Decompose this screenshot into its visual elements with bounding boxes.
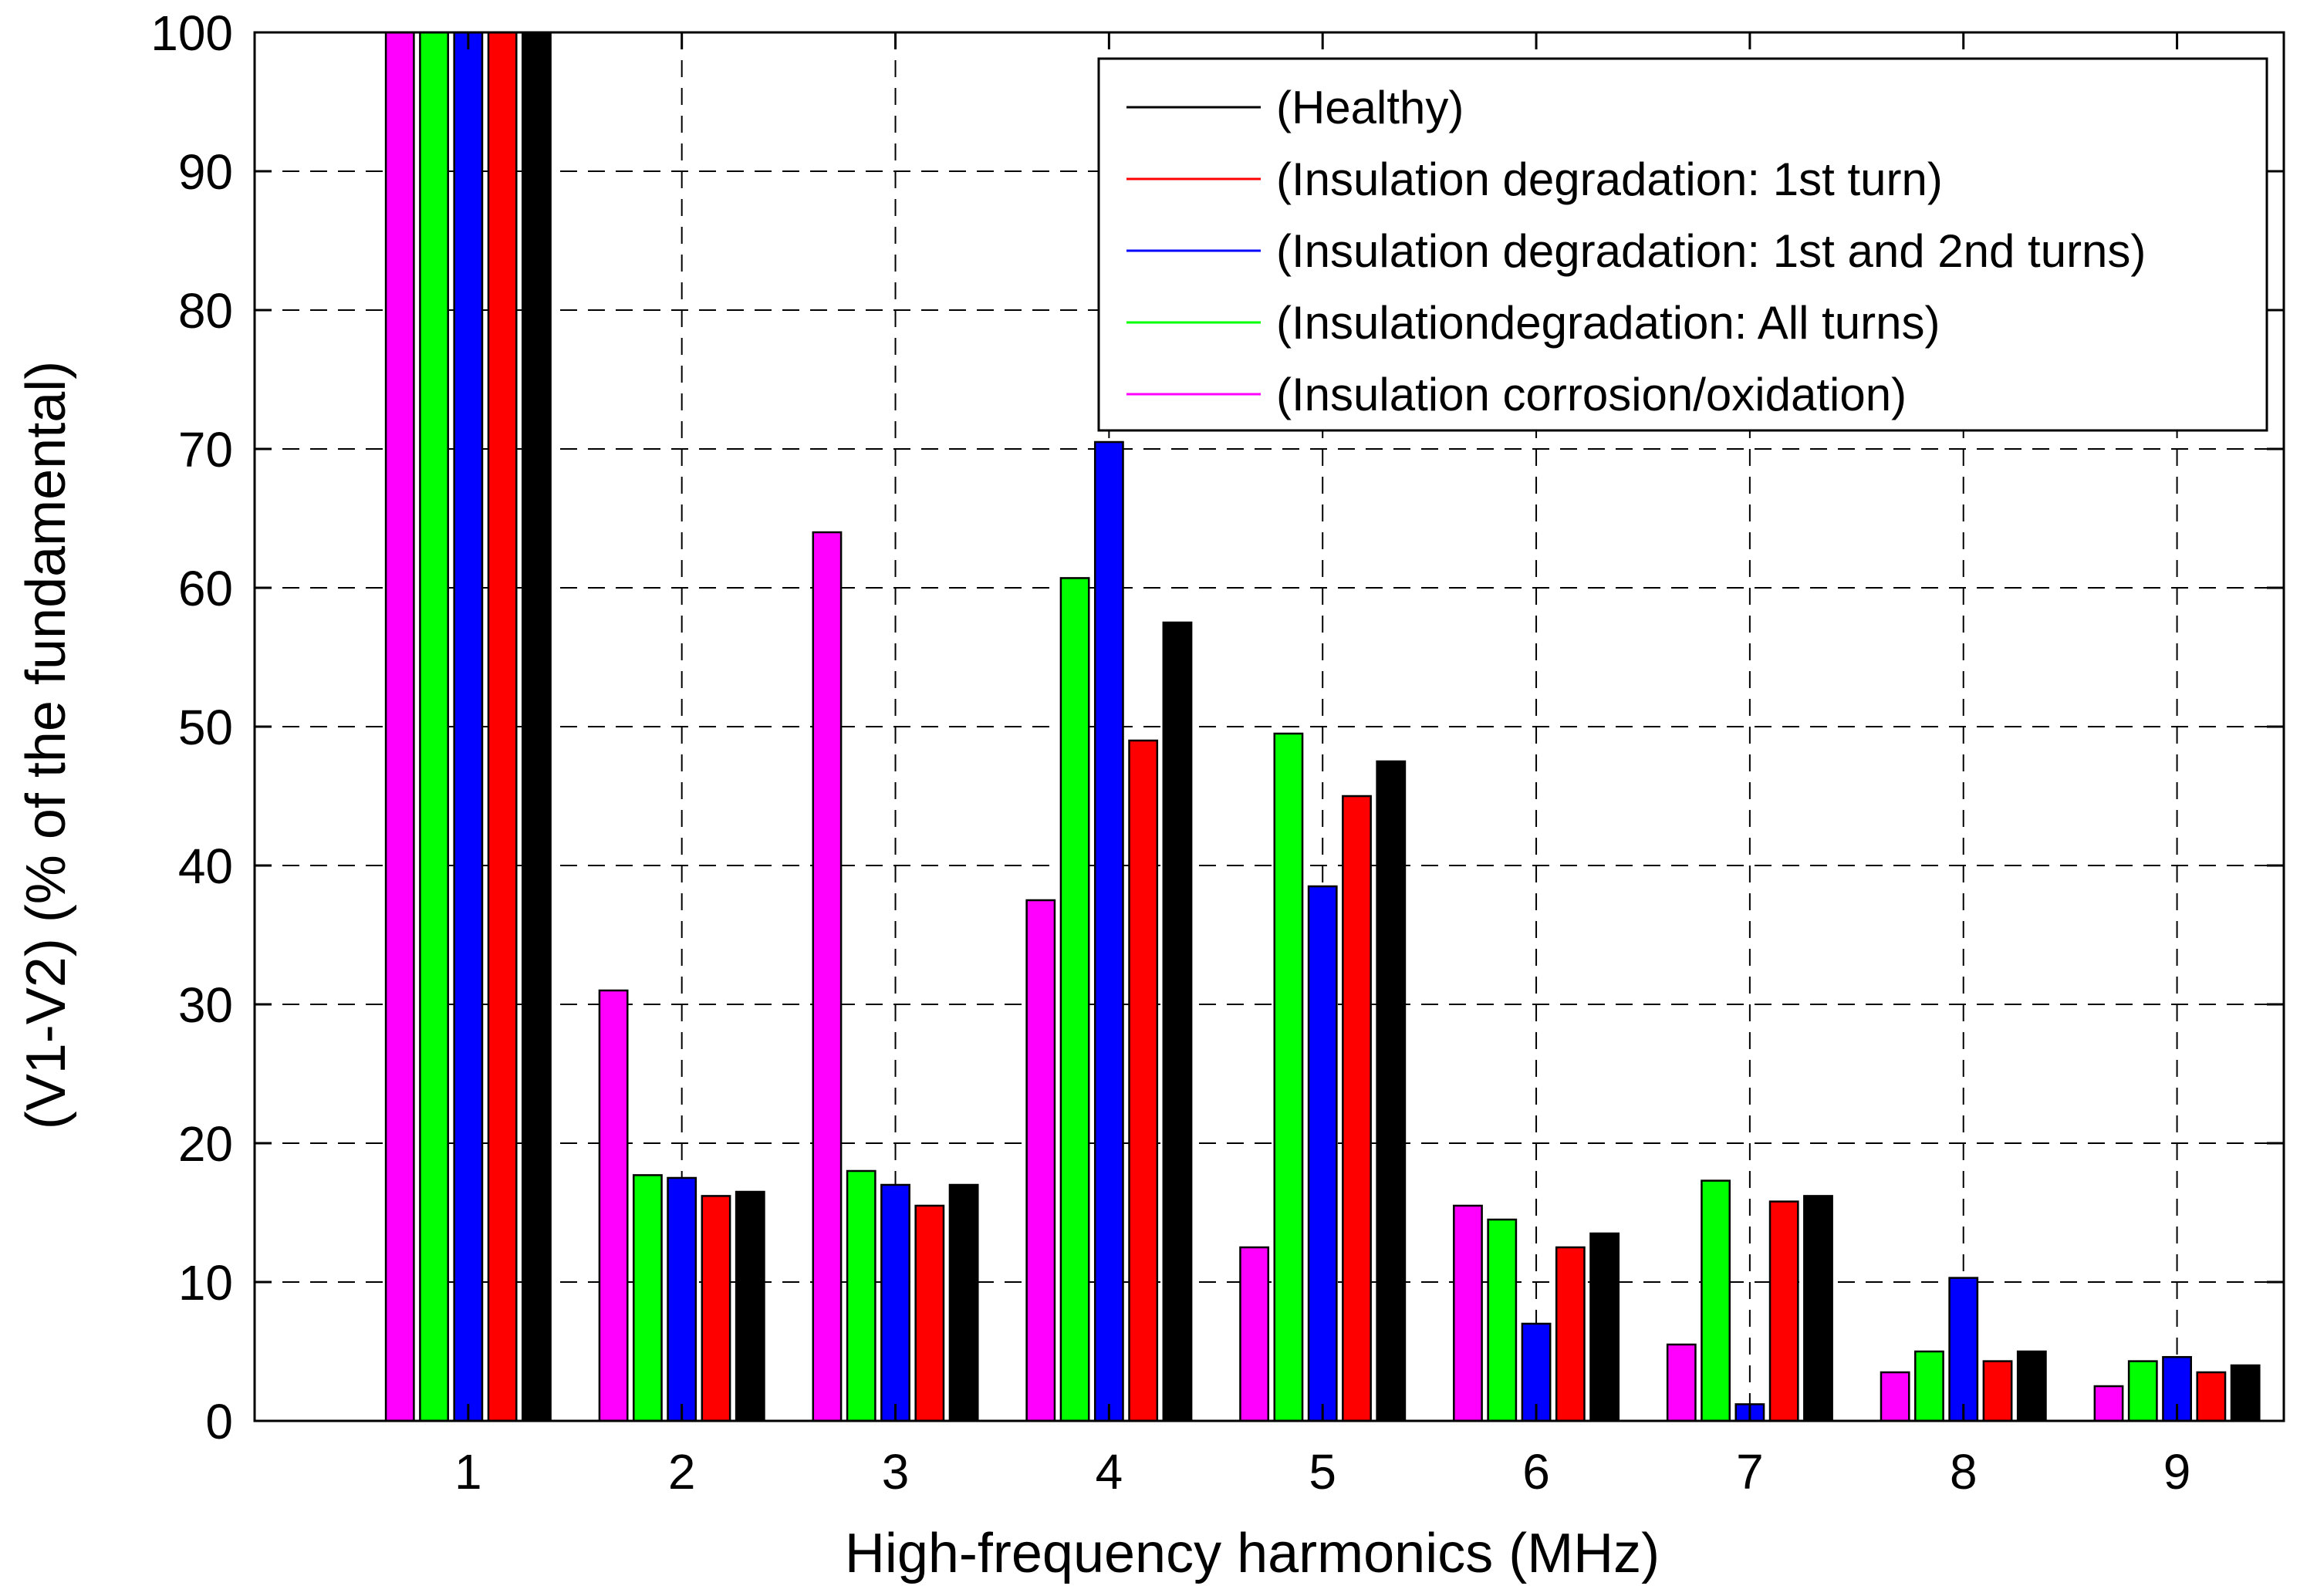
legend-label: (Insulation corrosion/oxidation)	[1276, 369, 1907, 420]
bar	[1128, 739, 1159, 1422]
axes-frame	[253, 31, 2285, 1422]
bar	[1803, 1195, 1833, 1422]
bar	[1880, 1371, 1910, 1422]
bar	[812, 531, 843, 1422]
x-tick-label: 1	[454, 1444, 482, 1500]
bar	[1521, 1322, 1552, 1422]
x-tick-label: 3	[882, 1444, 910, 1500]
bar	[1059, 577, 1090, 1422]
y-tick-label: 80	[178, 283, 233, 339]
bar	[453, 31, 484, 1422]
legend-label: (Insulationdegradation: All turns)	[1276, 297, 1940, 349]
bar	[1307, 885, 1338, 1422]
y-tick-label: 10	[178, 1255, 233, 1311]
y-tick-label: 40	[178, 838, 233, 894]
x-tick-label: 9	[2163, 1444, 2191, 1500]
bar	[522, 31, 552, 1422]
legend-label: (Insulation degradation: 1st and 2nd tur…	[1276, 225, 2146, 277]
bar	[2093, 1385, 2124, 1422]
bar	[914, 1204, 945, 1422]
bar	[2127, 1360, 2158, 1422]
y-tick-label: 100	[150, 5, 233, 61]
x-tick-label: 6	[1522, 1444, 1550, 1500]
y-tick-label: 60	[178, 561, 233, 616]
y-tick-label: 0	[205, 1394, 233, 1449]
bar	[598, 989, 629, 1422]
x-tick-label: 7	[1736, 1444, 1764, 1500]
bar	[1162, 621, 1193, 1422]
bar	[2016, 1350, 2047, 1422]
bar	[735, 1190, 765, 1422]
y-tick-label: 70	[178, 422, 233, 477]
y-tick-label: 50	[178, 700, 233, 755]
y-tick-label: 20	[178, 1116, 233, 1172]
bar	[384, 31, 415, 1422]
x-tick-label: 5	[1309, 1444, 1336, 1500]
x-tick-label: 4	[1096, 1444, 1123, 1500]
bar	[1589, 1232, 1620, 1422]
legend-label: (Insulation degradation: 1st turn)	[1276, 154, 1943, 205]
bar	[1273, 732, 1304, 1422]
legend-label: (Healthy)	[1276, 82, 1464, 133]
bar	[1376, 760, 1407, 1422]
bar	[1982, 1360, 2013, 1422]
bar	[1239, 1246, 1270, 1422]
bar	[419, 31, 449, 1422]
bar	[948, 1183, 979, 1422]
legend-box	[1097, 57, 2268, 432]
bar	[667, 1176, 697, 1422]
bar	[846, 1169, 876, 1422]
bar	[1948, 1277, 1979, 1422]
bar	[487, 31, 518, 1422]
bar	[1666, 1343, 1697, 1422]
bar	[1555, 1246, 1586, 1422]
y-tick-label: 30	[178, 977, 233, 1033]
bar	[1701, 1179, 1731, 1422]
tick-labels: 0 10 20 30 40 50 60 70 80 90 100 1 2 3 4 5 6 7 8 9	[150, 5, 2190, 1500]
y-tick-label: 90	[178, 144, 233, 200]
bar	[1914, 1350, 1944, 1422]
bar	[1342, 795, 1372, 1422]
axes	[253, 31, 2285, 1422]
bar	[880, 1183, 910, 1422]
bar	[2230, 1364, 2261, 1422]
bar	[2196, 1371, 2227, 1422]
bar	[1768, 1200, 1799, 1422]
x-axis-title: High-frequency harmonics (MHz)	[845, 1523, 1660, 1584]
bars	[384, 31, 2261, 1422]
x-tick-label: 2	[668, 1444, 696, 1500]
y-axis-title: (V1-V2) (% of the fundamental)	[15, 361, 77, 1129]
bar	[1093, 440, 1124, 1422]
legend: (Healthy) (Insulation degradation: 1st tu…	[1097, 57, 2268, 432]
bar	[1025, 899, 1056, 1422]
x-tick-label: 8	[1950, 1444, 1978, 1500]
bar	[1487, 1218, 1518, 1422]
bar	[1453, 1204, 1483, 1422]
bar	[632, 1174, 663, 1422]
bar	[701, 1195, 731, 1422]
